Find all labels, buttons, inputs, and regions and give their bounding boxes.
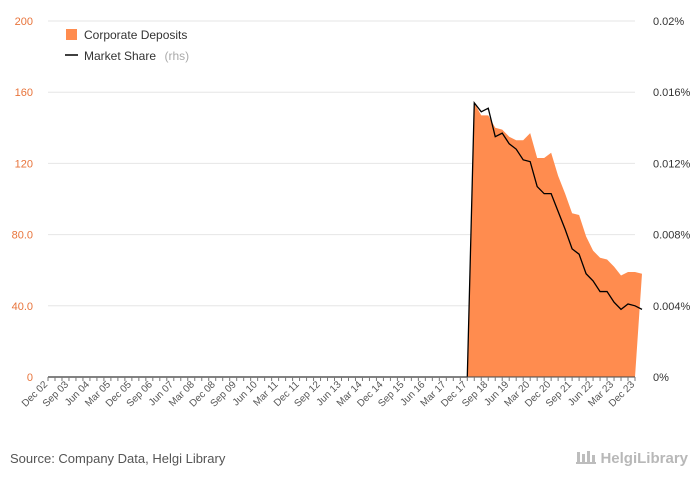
legend[interactable]: Corporate Deposits Market Share (rhs) [65,28,189,64]
corporate-deposits-area [48,102,642,377]
legend-market-share-name: Market Share [84,49,156,63]
y-left-tick-label: 160 [15,87,33,99]
brand-logo[interactable]: HelgiLibrary [575,449,688,467]
legend-item-corporate-deposits[interactable]: Corporate Deposits [66,28,187,42]
y-right-tick-label: 0% [653,372,669,384]
y-left-tick-label: 200 [15,16,33,28]
legend-market-share-suffix: (rhs) [164,49,189,63]
source-note: Source: Company Data, Helgi Library [10,451,226,466]
y-left-tick-label: 120 [15,158,33,170]
y-left-tick-label: 40.0 [12,301,33,313]
legend-swatch-area [66,29,77,40]
legend-label-market-share: Market Share (rhs) [84,47,189,64]
brand-name: HelgiLibrary [600,450,688,467]
y-axis-right: 0% 0.004% 0.008% 0.012% 0.016% 0.02% [653,16,691,384]
y-left-tick-label: 0 [27,372,33,384]
y-axis-left: 0 40.0 80.0 120 160 200 [12,16,33,384]
y-right-tick-label: 0.02% [653,16,684,28]
y-left-tick-label: 80.0 [12,230,33,242]
y-right-tick-label: 0.012% [653,158,691,170]
legend-item-market-share[interactable]: Market Share (rhs) [65,47,189,64]
y-right-tick-label: 0.004% [653,301,691,313]
legend-label-corporate-deposits: Corporate Deposits [84,28,187,42]
area-series-corporate-deposits [48,102,642,377]
y-right-tick-label: 0.008% [653,230,691,242]
y-right-tick-label: 0.016% [653,87,691,99]
library-icon [576,451,597,464]
